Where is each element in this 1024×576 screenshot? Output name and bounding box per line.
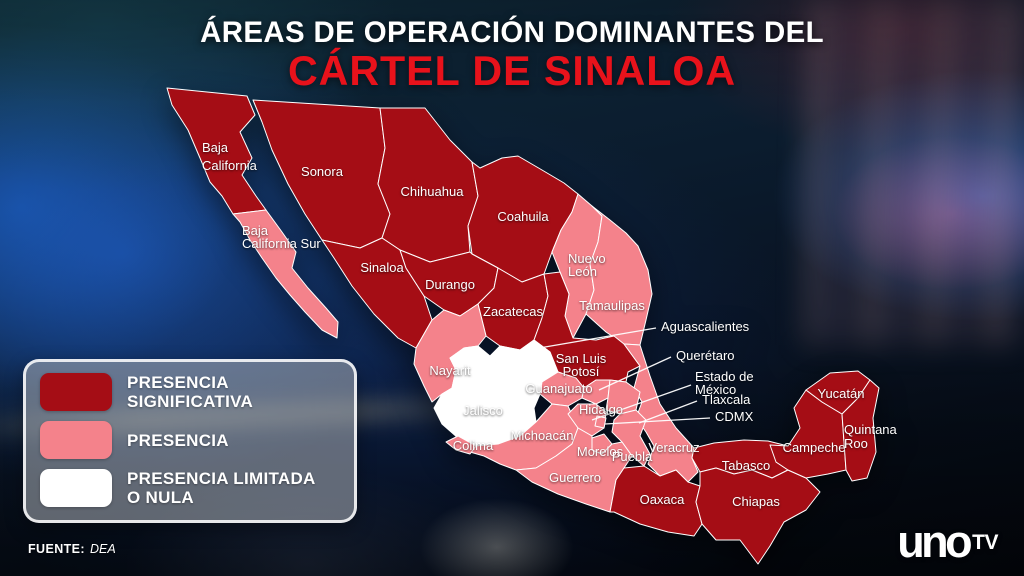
label-durango: Durango [425,277,475,292]
leader-line-aguascalientes [509,327,657,354]
legend-item-presencia: PRESENCIA [40,421,340,460]
label-sinaloa: Sinaloa [360,260,404,275]
label-chiapas: Chiapas [732,494,780,509]
leader-line-tlaxcala [638,400,698,424]
state-edomex [567,403,607,437]
legend-label-presencia: PRESENCIA [127,430,229,450]
legend-label-limitada: PRESENCIA LIMITADA O NULA [127,469,316,508]
legend-panel: PRESENCIA SIGNIFICATIVA PRESENCIA PRESENCI… [23,359,357,524]
states-layer [166,87,880,565]
label-oaxaca: Oaxaca [640,492,686,507]
legend-swatch-presencia [40,421,112,460]
title-block: ÁREAS DE OPERACIÓN DOMINANTES DEL CÁRTEL… [0,16,1024,95]
background-light-streaks [806,0,1024,345]
label-jalisco: Jalisco [463,403,503,418]
label-zacatecas: Zacatecas [483,304,543,319]
label-morelos: Morelos [577,444,624,459]
label-baja_california_sur: Baja California Sur [242,223,321,251]
state-labels-layer: Baja California Baja California Sur Sonora Ch… [202,140,898,509]
label-tamaulipas: Tamaulipas [579,298,645,313]
label-san_luis_potosi: San Luis Potosí [556,351,607,379]
label-quintana_roo: Quintana Roo [844,422,898,451]
label-callout-queretaro: Querétaro [676,348,735,363]
legend-swatch-significativa [40,373,112,412]
state-cdmx [594,415,607,429]
label-campeche: Campeche [783,440,846,455]
legend-label-significativa: PRESENCIA SIGNIFICATIVA [127,373,254,412]
label-callout-edomex: Estado de México [695,369,754,397]
label-hidalgo: Hidalgo [579,402,623,417]
state-quintana_roo [841,379,880,482]
state-baja_california_sur [232,209,339,339]
label-veracruz: Veracruz [648,440,699,455]
source-attribution: FUENTE: DEA [28,542,116,556]
label-puebla: Puebla [612,449,653,464]
label-nuevo_leon: Nuevo León [568,251,606,279]
callout-leader-lines [509,327,711,425]
label-michoacan: Michoacán [511,428,574,443]
state-aguascalientes [489,345,521,367]
label-coahuila: Coahuila [497,209,549,224]
state-colima [445,435,477,455]
unotv-logo-uno: uno [897,516,972,567]
label-yucatan: Yucatán [818,386,865,401]
title-line1: ÁREAS DE OPERACIÓN DOMINANTES DEL [200,16,824,49]
source-prefix: FUENTE: [28,542,85,556]
label-chihuahua: Chihuahua [401,184,465,199]
label-callout-tlaxcala: Tlaxcala [702,392,751,407]
label-guanajuato: Guanajuato [525,381,592,396]
label-colima: Colima [453,438,494,453]
label-guerrero: Guerrero [549,470,601,485]
legend-swatch-limitada [40,469,112,508]
unotv-logo: uno TV [897,516,998,568]
legend-item-significativa: PRESENCIA SIGNIFICATIVA [40,373,340,412]
title-line2: CÁRTEL DE SINALOA [287,47,737,94]
legend-items: PRESENCIA SIGNIFICATIVA PRESENCIA PRESENCI… [40,373,340,508]
label-baja_california: Baja California [202,140,258,173]
leader-line-cdmx [604,417,711,425]
label-tabasco: Tabasco [722,458,770,473]
source-value: DEA [89,542,116,556]
leader-line-queretaro [598,356,672,391]
unotv-logo-tv: TV [972,531,998,554]
label-callout-cdmx: CDMX [715,409,754,424]
label-nayarit: Nayarit [429,363,471,378]
legend-item-limitada: PRESENCIA LIMITADA O NULA [40,469,340,508]
state-chiapas [695,467,821,565]
label-sonora: Sonora [301,164,344,179]
leader-line-edomex [591,384,692,421]
label-callout-aguascalientes: Aguascalientes [661,319,750,334]
